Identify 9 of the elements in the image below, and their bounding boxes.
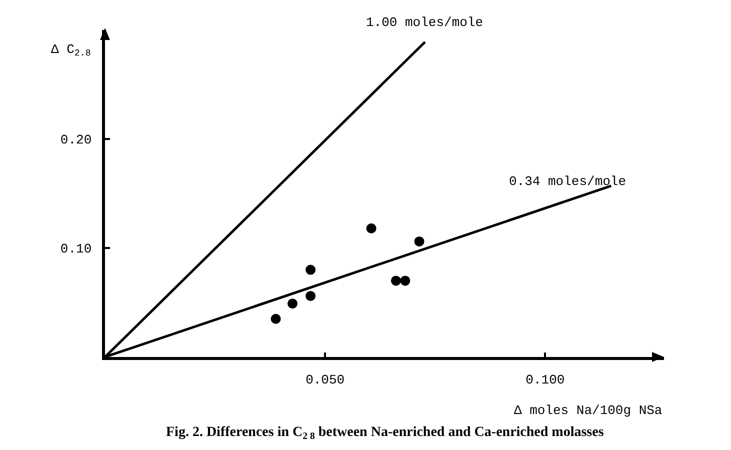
annotation: 0.34 moles/mole (509, 174, 626, 189)
annotation: 1.00 moles/mole (366, 15, 484, 30)
y-tick-label: 0.10 (60, 242, 92, 257)
x-tick-label: 0.100 (526, 372, 565, 388)
x-axis-title: Δ moles Na/100g NSa (514, 403, 662, 418)
text: Fig. 2. Differences in C$_{2 8}$ between Na-enriched and Ca-enriched molasses (166, 425, 604, 442)
y-axis-title: Δ C$_{2.8}$ (51, 42, 91, 59)
y-tick-label: 0.20 (60, 132, 92, 148)
x-tick-label: 0.050 (306, 372, 345, 388)
